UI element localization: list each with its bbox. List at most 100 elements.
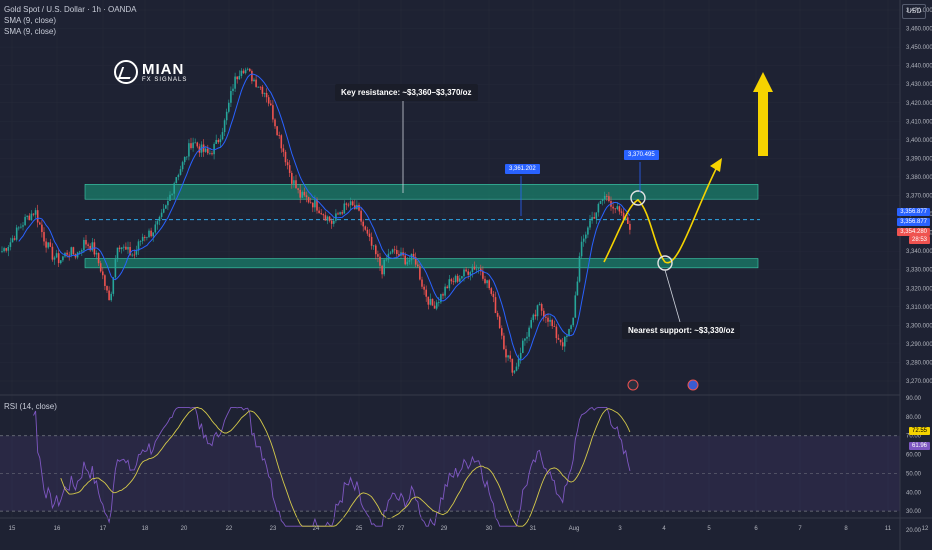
candle xyxy=(169,194,171,201)
candle xyxy=(576,281,579,296)
date-axis-tick: 25 xyxy=(356,526,363,532)
price-axis-tag-1: 3,356.877 xyxy=(897,208,930,216)
candle xyxy=(389,252,392,254)
candle xyxy=(213,143,215,155)
price-axis-tick: 3,290.000 xyxy=(906,342,932,348)
candle xyxy=(330,220,333,224)
candle xyxy=(83,239,85,251)
candle xyxy=(370,236,373,246)
candle xyxy=(265,92,268,98)
symbol-title[interactable]: Gold Spot / U.S. Dollar · 1h · OANDA xyxy=(4,5,137,14)
candle xyxy=(608,196,610,202)
candle xyxy=(463,269,465,277)
candle xyxy=(108,290,110,301)
forecast-path xyxy=(603,164,719,264)
candle xyxy=(291,172,293,184)
candle xyxy=(551,319,553,327)
candle xyxy=(555,326,558,339)
candle xyxy=(158,216,161,222)
candle xyxy=(288,165,291,173)
support-annotation[interactable]: Nearest support: ~$3,330/oz xyxy=(622,322,741,339)
candle xyxy=(177,174,180,178)
price-axis: 3,470.000 3,460.000 3,450.000 3,440.000 3,43… xyxy=(906,8,932,385)
candle xyxy=(123,246,125,248)
candle xyxy=(181,162,184,170)
candle xyxy=(442,294,444,296)
event-marker-flag xyxy=(687,379,699,391)
sma-legend-1[interactable]: SMA (9, close) xyxy=(4,16,57,25)
candle xyxy=(627,217,629,224)
candle xyxy=(154,224,157,233)
resistance-annotation[interactable]: Key resistance: ~$3,360–$3,370/oz xyxy=(335,84,478,101)
candle xyxy=(3,248,5,252)
candle xyxy=(364,226,367,230)
candle xyxy=(150,230,152,237)
candle xyxy=(133,254,136,256)
support-zone[interactable] xyxy=(84,258,759,269)
candle xyxy=(597,203,600,213)
candle xyxy=(368,233,371,237)
candle xyxy=(595,212,598,219)
candle xyxy=(70,247,73,256)
candle xyxy=(36,210,39,223)
candle xyxy=(278,135,280,136)
candle xyxy=(72,247,75,255)
currency-button[interactable]: USD xyxy=(902,4,926,19)
candle xyxy=(146,237,148,239)
date-axis-tick: 23 xyxy=(270,526,277,532)
candle xyxy=(561,342,564,347)
price-tag-left[interactable]: 3,361.202 xyxy=(505,164,540,174)
price-tag-right[interactable]: 3,370.495 xyxy=(624,150,659,160)
price-axis-tag-2: 3,356.877 xyxy=(897,218,930,226)
candle xyxy=(45,241,47,248)
price-axis-tick: 3,470.000 xyxy=(906,8,932,14)
candle xyxy=(274,119,276,127)
candle xyxy=(614,208,616,210)
candle xyxy=(171,193,173,195)
date-axis-tick: 22 xyxy=(226,526,233,532)
candle xyxy=(375,245,377,255)
date-axis-tick: 18 xyxy=(142,526,149,532)
candle xyxy=(568,329,570,336)
candle xyxy=(557,338,560,340)
candle xyxy=(452,281,455,283)
candle xyxy=(337,213,339,215)
price-axis-tick: 3,450.000 xyxy=(906,45,932,51)
candle xyxy=(530,320,532,328)
candle xyxy=(282,148,285,152)
chart-legend: Gold Spot / U.S. Dollar · 1h · OANDA SMA… xyxy=(4,4,137,37)
price-axis-tick: 3,320.000 xyxy=(906,286,932,292)
rsi-legend[interactable]: RSI (14, close) xyxy=(4,402,57,411)
candle xyxy=(156,221,159,225)
candle xyxy=(30,213,33,221)
candle xyxy=(307,197,310,203)
date-axis-tick: 11 xyxy=(885,526,892,532)
candle xyxy=(276,126,278,136)
candle xyxy=(580,241,583,257)
rsi-axis: 90.00 80.00 70.00 60.00 50.00 40.00 30.00 20.00 xyxy=(906,396,922,534)
candle xyxy=(5,248,7,251)
candle xyxy=(114,259,117,278)
candle xyxy=(471,266,474,273)
sma-legend-2[interactable]: SMA (9, close) xyxy=(4,27,57,36)
brand-logo: MIAN FX SIGNALS xyxy=(114,60,187,84)
candle xyxy=(97,252,100,264)
candle xyxy=(225,111,228,121)
candle xyxy=(106,285,108,291)
candle xyxy=(112,277,115,294)
candle xyxy=(41,224,43,233)
rsi-axis-tick: 20.00 xyxy=(906,528,922,534)
candle xyxy=(102,271,104,276)
candle xyxy=(15,227,18,240)
candle xyxy=(543,310,545,317)
resistance-zone[interactable] xyxy=(84,184,759,200)
candle xyxy=(320,213,322,215)
candle xyxy=(316,199,318,211)
candle xyxy=(339,212,341,215)
candle xyxy=(297,188,299,190)
candle xyxy=(465,269,467,272)
rsi-axis-tick: 70.00 xyxy=(906,434,922,440)
candle xyxy=(257,86,259,88)
candle xyxy=(503,335,505,350)
